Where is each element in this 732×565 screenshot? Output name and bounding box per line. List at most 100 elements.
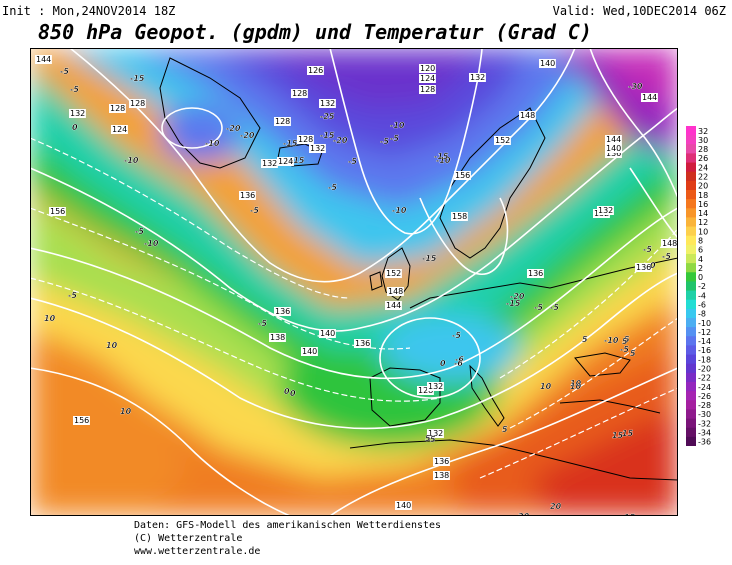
geopotential-label-bg — [35, 55, 52, 64]
temperature-label: -10 — [124, 156, 139, 165]
geopotential-label: 120 — [420, 64, 435, 73]
legend-swatch — [686, 436, 696, 446]
temperature-label: -5 — [328, 183, 337, 192]
geopotential-label-bg — [417, 386, 434, 395]
legend-swatch — [686, 400, 696, 410]
geopotential-label: 152 — [495, 136, 510, 145]
legend-swatch — [686, 308, 696, 319]
temperature-label: 5 — [430, 435, 436, 444]
temperature-label: 10 — [44, 314, 56, 323]
geopotential-label: 148 — [662, 239, 677, 248]
geopotential-label: 132 — [428, 429, 443, 438]
legend-label: -16 — [698, 346, 711, 355]
geopotential-label-bg — [433, 457, 450, 466]
geopotential-label: 144 — [642, 93, 657, 102]
temperature-label: 0 — [284, 387, 290, 396]
temperature-label: -10 — [604, 336, 619, 345]
legend-label: 14 — [698, 209, 708, 218]
geopotential-label: 156 — [455, 171, 470, 180]
geopotential-label-bg — [297, 135, 314, 144]
legend-label: -18 — [698, 355, 711, 364]
temperature-label: -25 — [320, 112, 335, 121]
legend-label: 8 — [698, 236, 703, 245]
geopotential-label: 128 — [418, 386, 433, 395]
geopotential-label-bg — [261, 159, 278, 168]
temperature-label: -5 — [250, 206, 259, 215]
credit-data-source: Daten: GFS-Modell des amerikanischen Wet… — [134, 520, 442, 531]
legend-swatch — [686, 235, 696, 246]
geopotential-label: 136 — [434, 457, 449, 466]
geopotential-label: 128 — [292, 89, 307, 98]
geopotential-label-bg — [269, 333, 286, 342]
geopotential-label: 136 — [528, 269, 543, 278]
valid-time: Valid: Wed,10DEC2014 06Z — [552, 4, 726, 18]
geopotential-label-bg — [395, 501, 412, 510]
geopotential-label: 136 — [636, 263, 651, 272]
temperature-legend: 32302826242220181614121086420-2-4-6-8-10… — [686, 126, 711, 446]
legend-swatch — [686, 272, 696, 282]
legend-swatch — [686, 226, 696, 237]
geopotential-label: 156 — [74, 416, 89, 425]
geopotential-label: 132 — [70, 109, 85, 118]
legend-swatch — [686, 299, 696, 310]
temperature-label: -15 — [290, 156, 305, 165]
legend-label: 16 — [698, 200, 708, 209]
geopotential-label-bg — [605, 149, 622, 158]
geopotential-label-bg — [427, 382, 444, 391]
legend-swatch — [686, 382, 696, 392]
geopotential-labels: 1441321281241281261321281321281241321281… — [35, 55, 678, 510]
geopotential-label: 132 — [262, 159, 277, 168]
geopotential-label-bg — [277, 157, 294, 166]
geopotential-label-bg — [111, 125, 128, 134]
temperature-label: 15 — [624, 513, 636, 516]
geopotential-label-bg — [419, 85, 436, 94]
legend-label: -2 — [698, 282, 706, 291]
temperature-label: -30 — [628, 82, 643, 91]
legend-label: 6 — [698, 246, 703, 255]
geopotential-label: 140 — [320, 329, 335, 338]
temperature-label: -5 — [390, 134, 399, 143]
legend-swatch — [686, 162, 696, 173]
legend-swatch — [686, 391, 696, 401]
temperature-label: -10 — [144, 239, 159, 248]
geopotential-label: 136 — [240, 191, 255, 200]
credit-website[interactable]: www.wetterzentrale.de — [134, 546, 261, 557]
temperature-label: 20 — [518, 512, 530, 516]
temperature-label: -15 — [422, 254, 437, 263]
temperature-label: -5 — [380, 137, 389, 146]
geopotential-label: 124 — [278, 157, 293, 166]
geopotential-label-bg — [451, 212, 468, 221]
legend-swatch — [686, 208, 696, 218]
geopotential-label: 138 — [434, 471, 449, 480]
legend-swatch — [686, 217, 696, 227]
geopotential-label-bg — [454, 171, 471, 180]
legend-swatch — [686, 171, 696, 182]
credit-copyright: (C) Wetterzentrale — [134, 533, 243, 544]
geopotential-label: 136 — [355, 339, 370, 348]
legend-swatch — [686, 354, 696, 365]
temperature-label: -6 — [455, 355, 464, 364]
legend-swatches — [686, 126, 696, 446]
geopotential-label: 128 — [275, 117, 290, 126]
temperature-label: -5 — [550, 303, 559, 312]
legend-label: -34 — [698, 428, 711, 437]
temperature-label: 0 — [650, 261, 656, 270]
temperature-label: -10 — [436, 156, 451, 165]
legend-swatch — [686, 372, 696, 383]
temperature-label: -10 — [390, 121, 405, 130]
legend-swatch — [686, 409, 696, 419]
temperature-label: 15 — [612, 431, 624, 440]
temperature-label: 0 — [440, 359, 446, 368]
legend-swatch — [686, 427, 696, 438]
geopotential-label-bg — [274, 307, 291, 316]
temperature-label: -5 — [348, 157, 357, 166]
temperature-label: -15 — [320, 131, 335, 140]
geopotential-label-bg — [519, 111, 536, 120]
legend-label: 24 — [698, 163, 708, 172]
temperature-label: -6 — [454, 359, 463, 368]
temperature-label: -5 — [534, 303, 543, 312]
legend-label: -4 — [698, 291, 706, 300]
legend-label: -6 — [698, 300, 706, 309]
temperature-label: -15 — [283, 139, 298, 148]
legend-label: 12 — [698, 218, 708, 227]
